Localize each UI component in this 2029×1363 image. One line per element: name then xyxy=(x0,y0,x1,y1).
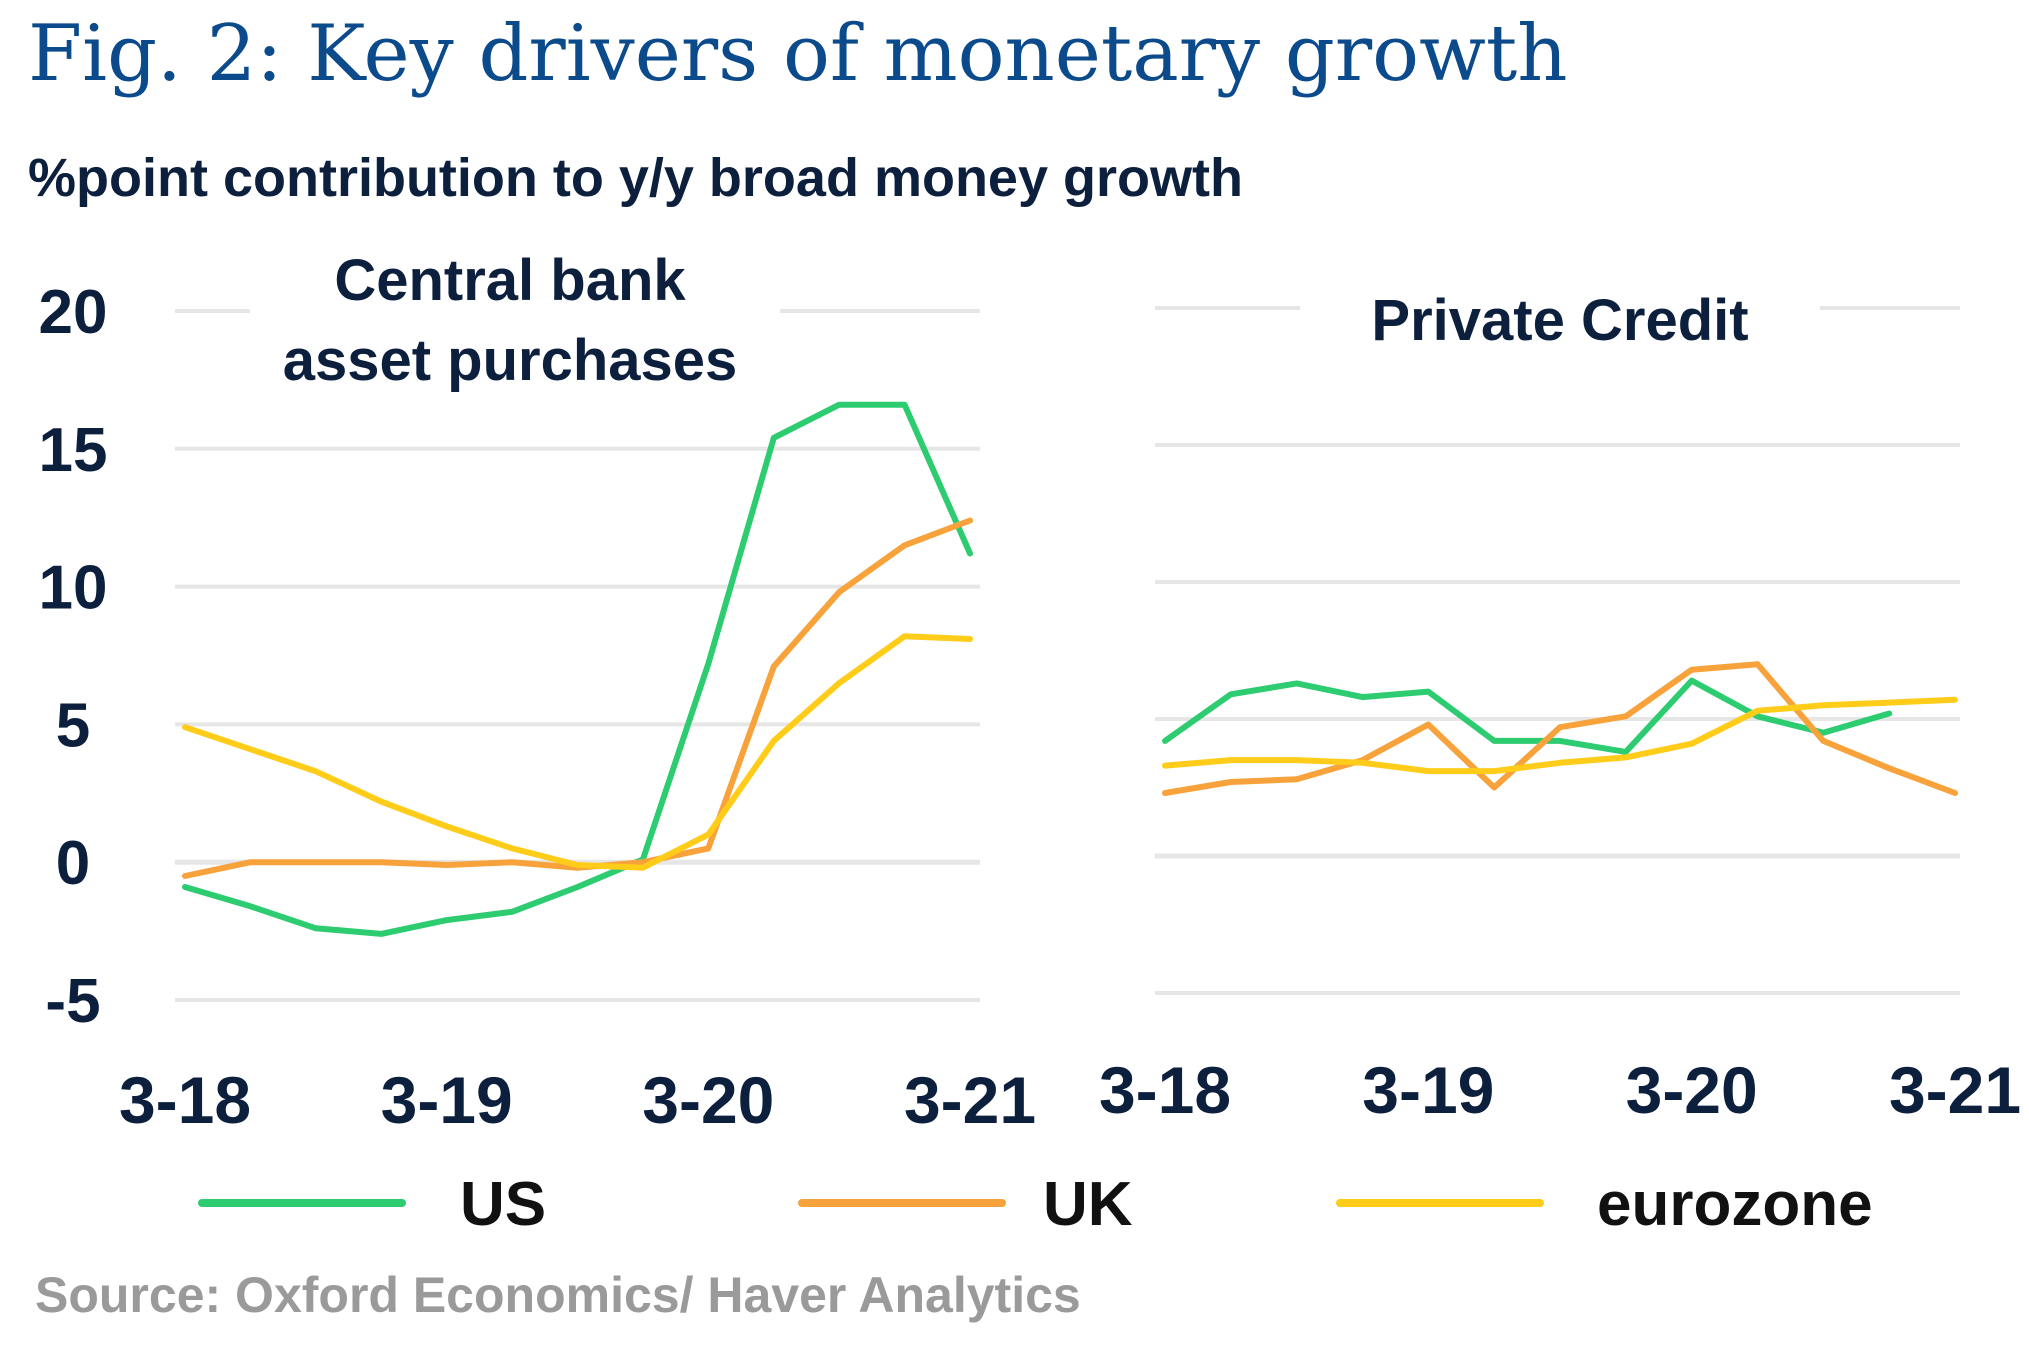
x-tick-label: 3-19 xyxy=(381,1063,513,1137)
legend-label-uk: UK xyxy=(1043,1170,1133,1239)
y-tick-label: 5 xyxy=(56,691,90,760)
figure-subtitle: %point contribution to y/y broad money g… xyxy=(28,148,1243,208)
x-tick-label: 3-18 xyxy=(1099,1053,1231,1127)
series-line-eurozone xyxy=(182,633,973,871)
y-tick-label: -5 xyxy=(45,967,100,1036)
legend: US UK eurozone xyxy=(198,1170,1873,1239)
y-tick-label: 15 xyxy=(39,416,108,485)
series-line-us xyxy=(182,401,973,937)
x-tick-label: 3-21 xyxy=(1889,1053,2021,1127)
panel-title: Private Credit xyxy=(1371,288,1748,353)
panel-title: asset purchases xyxy=(283,328,738,393)
series-line-eurozone xyxy=(1162,696,1958,775)
legend-label-eurozone: eurozone xyxy=(1597,1170,1873,1239)
x-tick-label: 3-19 xyxy=(1362,1053,1494,1127)
x-tick-label: 3-20 xyxy=(642,1063,774,1137)
legend-label-us: US xyxy=(460,1170,546,1239)
source-note: Source: Oxford Economics/ Haver Analytic… xyxy=(35,1267,1081,1323)
series-line-uk xyxy=(182,517,973,879)
panel-private-credit: 3-18 3-19 3-20 3-21 Private Credit xyxy=(1099,288,2021,1127)
y-tick-label: 0 xyxy=(56,829,90,898)
figure-title: Fig. 2: Key drivers of monetary growth xyxy=(28,9,1567,99)
y-tick-label: 10 xyxy=(39,554,108,623)
x-tick-label: 3-20 xyxy=(1626,1053,1758,1127)
panel-title: Central bank xyxy=(334,248,686,313)
series-line-uk xyxy=(1162,661,1958,796)
panel-central-bank: 20 15 10 5 0 -5 3-18 3-19 3-20 3-21 Central bank as… xyxy=(39,248,1037,1137)
series-line-us xyxy=(1162,677,1893,755)
x-tick-label: 3-21 xyxy=(904,1063,1036,1137)
y-tick-label: 20 xyxy=(39,278,108,347)
x-tick-label: 3-18 xyxy=(119,1063,251,1137)
